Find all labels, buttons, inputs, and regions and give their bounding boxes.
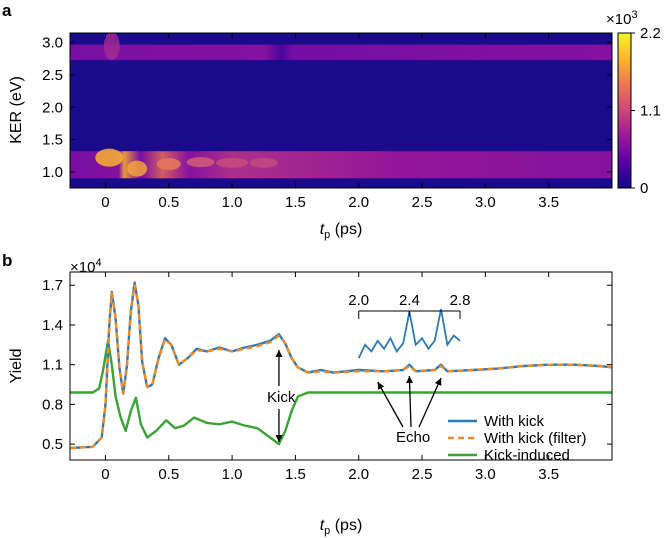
panel-b-ytick-label: 1.7 — [42, 277, 63, 294]
panel-a-xlabel: tp (ps) — [320, 221, 363, 241]
panel-a-ytick-label: 3.0 — [42, 35, 63, 52]
heatmap-feature — [95, 148, 124, 167]
panel-a-ytick-label: 1.0 — [42, 164, 63, 181]
colorbar-tick-label: 1.1 — [640, 103, 661, 120]
panel-b-y-exponent: 4 — [95, 257, 101, 269]
panel-a-xtick-label: 1.5 — [285, 194, 306, 211]
panel-b-xtick-label: 0 — [101, 466, 109, 483]
heatmap-plot — [70, 33, 612, 188]
panel-a-xtick-label: 0 — [101, 194, 109, 211]
panel-a-xtick-label: 3.5 — [538, 194, 559, 211]
heatmap-band-high — [70, 44, 612, 61]
series-line-with-kick-filter — [70, 284, 612, 450]
inset-tick-label: 2.4 — [399, 292, 420, 309]
panel-b-y-exponent-label: ×104 — [70, 257, 102, 276]
colorbar-exponent: 3 — [631, 9, 637, 21]
kick-annotation: Kick — [267, 389, 296, 406]
panel-b-ytick-label: 1.1 — [42, 357, 63, 374]
legend-label: With kick (filter) — [484, 430, 587, 447]
panel-a-xlabel-unit: (ps) — [330, 221, 362, 238]
heatmap-feature — [186, 157, 215, 168]
inset-tick-label: 2.8 — [450, 292, 471, 309]
panel-a-xlabel-sub: p — [324, 229, 330, 241]
panel-a-xtick-label: 2.5 — [412, 194, 433, 211]
panel-b-xlabel: tp (ps) — [320, 517, 363, 537]
panel-b-xtick-label: 1.5 — [285, 466, 306, 483]
colorbar-exponent-label: ×103 — [606, 9, 638, 28]
heatmap-band-low — [70, 151, 612, 179]
heatmap-feature — [127, 160, 148, 177]
colorbar-exponent-prefix: ×10 — [606, 11, 631, 28]
echo-arrow-left — [377, 381, 404, 428]
legend-label: With kick — [484, 413, 545, 430]
echo-arrow-right-head — [434, 378, 442, 386]
panel-b-xlabel-t: t — [320, 517, 325, 534]
kick-arrow-down-head — [275, 435, 283, 442]
panel-b-ytick-label: 1.4 — [42, 317, 63, 334]
panel-a-letter: a — [2, 1, 12, 20]
kick-arrow-up-head — [275, 350, 283, 357]
colorbar-tick-label: 2.2 — [640, 25, 661, 42]
series-line-kick-induced — [70, 339, 612, 446]
panel-b-xtick-label: 2.0 — [348, 466, 369, 483]
heatmap-frame — [69, 32, 613, 189]
panel-b-ytick-label: 0.8 — [42, 396, 63, 413]
heatmap-feature — [216, 157, 249, 168]
panel-a-xtick-label: 3.0 — [475, 194, 496, 211]
panel-a-ytick-label: 2.0 — [42, 99, 63, 116]
panel-b-xtick-label: 2.5 — [412, 466, 433, 483]
panel-b-xtick-label: 3.0 — [475, 466, 496, 483]
echo-arrow-right — [418, 377, 442, 428]
echo-arrow-middle-head — [406, 376, 414, 384]
inset-tick-label: 2.0 — [348, 292, 369, 309]
panel-a-ytick-label: 1.5 — [42, 132, 63, 149]
panel-a-ytick-label: 2.5 — [42, 67, 63, 84]
panel-a-xtick-label: 1.0 — [222, 194, 243, 211]
inset-line — [357, 308, 461, 359]
echo-arrow-middle — [408, 375, 412, 428]
panel-b-letter: b — [2, 251, 12, 270]
panel-b-ytick-label: 0.5 — [42, 436, 63, 453]
inset-bracket: 2.0 2.4 2.8 — [348, 292, 470, 319]
annotation-arrows — [275, 350, 442, 442]
panel-b-xlabel-unit: (ps) — [330, 517, 362, 534]
echo-arrow-left-head — [377, 382, 385, 390]
heatmap-feature — [103, 33, 120, 60]
legend-label: Kick-induced — [484, 447, 570, 464]
heatmap-feature — [249, 157, 278, 168]
panel-b-xtick-label: 0.5 — [158, 466, 179, 483]
heatmap-feature — [156, 158, 181, 171]
panel-b-xlabel-sub: p — [324, 525, 330, 537]
panel-b-xtick-label: 3.5 — [538, 466, 559, 483]
colorbar-tick-label: 0 — [640, 180, 648, 197]
echo-annotation: Echo — [396, 429, 430, 446]
panel-a-xtick-label: 2.0 — [348, 194, 369, 211]
colorbar — [617, 32, 632, 189]
panel-b-ylabel: Yield — [8, 349, 25, 384]
panel-a-xlabel-t: t — [320, 221, 325, 238]
panel-b-y-exponent-prefix: ×10 — [70, 259, 95, 276]
line-plot-frame — [69, 271, 613, 461]
panel-a-ylabel: KER (eV) — [8, 76, 25, 144]
panel-b-xtick-label: 1.0 — [222, 466, 243, 483]
panel-a-xtick-label: 0.5 — [158, 194, 179, 211]
